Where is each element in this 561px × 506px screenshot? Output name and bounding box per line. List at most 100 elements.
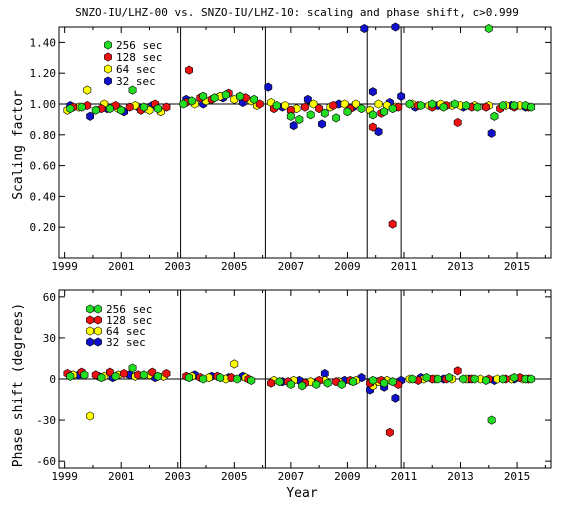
point-256-sec — [470, 374, 479, 384]
point-256-sec — [66, 104, 75, 114]
point-256-sec — [388, 104, 397, 114]
point-128-sec — [388, 219, 397, 229]
x-tick-label: 2005 — [221, 260, 248, 273]
point-128-sec — [120, 368, 128, 379]
point-256-sec — [527, 102, 536, 112]
point-128-sec — [125, 102, 134, 112]
point-256-sec — [185, 373, 193, 383]
point-32-sec — [264, 82, 273, 92]
x-tick-label: 2011 — [391, 470, 418, 483]
x-tick-label: 2013 — [447, 470, 474, 483]
point-128-sec — [301, 102, 309, 112]
scaling-panel: Scaling factor 1999 2001 2003 2005 2007 2009 2… — [11, 22, 552, 273]
point-64-sec — [340, 99, 349, 109]
x-tick-label: 2007 — [278, 470, 305, 483]
x-tick-label: 2009 — [334, 470, 361, 483]
point-256-sec — [210, 93, 219, 103]
point-256-sec — [128, 363, 137, 373]
point-256-sec — [188, 96, 196, 106]
legend-marker — [86, 337, 94, 347]
point-256-sec — [117, 105, 126, 115]
point-256-sec — [233, 374, 242, 384]
point-256-sec — [91, 105, 100, 115]
point-128-sec — [267, 378, 276, 388]
point-256-sec — [405, 99, 414, 109]
chart-title: SNZO-IU/LHZ-00 vs. SNZO-IU/LHZ-10: scali… — [75, 6, 519, 19]
point-256-sec — [484, 23, 493, 34]
legend-marker — [94, 304, 102, 314]
x-tick-label: 2001 — [108, 470, 135, 483]
point-256-sec — [298, 381, 307, 391]
point-128-sec — [368, 122, 377, 132]
y-tick-label: 1.20 — [30, 67, 57, 80]
point-32-sec — [391, 22, 400, 32]
point-256-sec — [111, 371, 120, 381]
point-256-sec — [320, 108, 329, 118]
point-256-sec — [439, 102, 448, 112]
point-64-sec — [281, 100, 290, 111]
y-tick-label: 1.00 — [30, 98, 57, 111]
point-128-sec — [481, 102, 490, 112]
point-256-sec — [450, 99, 459, 109]
y-tick-label: 1.40 — [30, 36, 57, 49]
point-256-sec — [462, 100, 471, 111]
point-32-sec — [86, 111, 94, 121]
y-tick-label: 60 — [43, 291, 56, 304]
point-256-sec — [408, 374, 417, 384]
point-256-sec — [97, 373, 106, 383]
point-256-sec — [247, 375, 256, 385]
x-tick-label: 2003 — [165, 260, 192, 273]
x-tick-label: 1999 — [51, 260, 78, 273]
legend-label: 128 sec — [116, 51, 162, 64]
point-256-sec — [275, 377, 284, 387]
point-32-sec — [391, 393, 400, 403]
point-256-sec — [221, 90, 230, 100]
legend-marker — [86, 304, 94, 314]
point-256-sec — [295, 114, 304, 124]
point-64-sec — [374, 99, 383, 109]
x-tick-label: 2011 — [391, 260, 418, 273]
point-32-sec — [303, 94, 312, 104]
point-256-sec — [349, 377, 358, 387]
point-64-sec — [309, 99, 318, 109]
point-256-sec — [433, 374, 442, 384]
x-tick-label: 2003 — [165, 470, 192, 483]
point-64-sec — [86, 411, 94, 421]
point-256-sec — [80, 370, 89, 380]
point-256-sec — [199, 91, 208, 101]
point-128-sec — [453, 117, 462, 128]
legend-label: 64 sec — [106, 325, 146, 338]
point-256-sec — [66, 371, 75, 381]
point-32-sec — [368, 87, 377, 97]
point-256-sec — [388, 377, 397, 387]
point-256-sec — [498, 374, 507, 384]
point-256-sec — [368, 375, 377, 385]
point-256-sec — [154, 104, 162, 114]
point-256-sec — [473, 102, 482, 112]
point-256-sec — [179, 99, 188, 109]
point-256-sec — [286, 379, 295, 390]
point-128-sec — [329, 100, 338, 111]
point-256-sec — [357, 104, 366, 114]
point-256-sec — [306, 110, 315, 120]
point-256-sec — [481, 375, 490, 385]
legend-marker — [86, 315, 94, 325]
x-tick-label: 1999 — [51, 470, 78, 483]
point-128-sec — [185, 65, 193, 75]
point-256-sec — [154, 371, 162, 381]
point-128-sec — [162, 102, 171, 112]
point-64-sec — [351, 99, 360, 109]
point-256-sec — [139, 370, 148, 380]
x-tick-label: 2005 — [221, 470, 248, 483]
legend-label: 32 sec — [116, 75, 156, 88]
legend-marker — [94, 337, 102, 347]
legend-label: 128 sec — [106, 314, 152, 327]
y-tick-label: -60 — [36, 455, 56, 468]
point-256-sec — [250, 94, 259, 104]
point-256-sec — [337, 379, 346, 390]
point-256-sec — [498, 100, 507, 111]
point-64-sec — [230, 359, 239, 369]
point-256-sec — [490, 111, 499, 121]
point-256-sec — [272, 100, 281, 111]
